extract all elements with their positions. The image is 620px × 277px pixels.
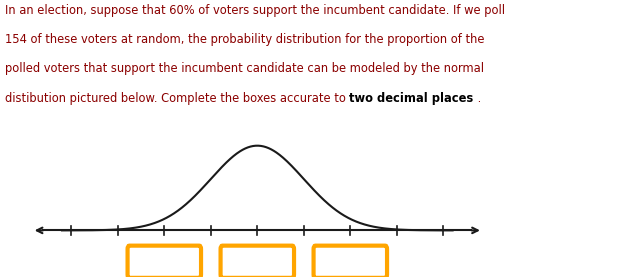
Text: In an election, suppose that 60% of voters support the incumbent candidate. If w: In an election, suppose that 60% of vote… (5, 4, 505, 17)
Text: polled voters that support the incumbent candidate can be modeled by the normal: polled voters that support the incumbent… (5, 63, 484, 76)
Text: two decimal places: two decimal places (350, 92, 474, 105)
Text: .: . (474, 92, 481, 105)
Text: distibution pictured below. Complete the boxes accurate to: distibution pictured below. Complete the… (5, 92, 350, 105)
FancyBboxPatch shape (221, 246, 294, 277)
FancyBboxPatch shape (314, 246, 387, 277)
Text: 154 of these voters at random, the probability distribution for the proportion o: 154 of these voters at random, the proba… (5, 33, 484, 46)
FancyBboxPatch shape (128, 246, 201, 277)
